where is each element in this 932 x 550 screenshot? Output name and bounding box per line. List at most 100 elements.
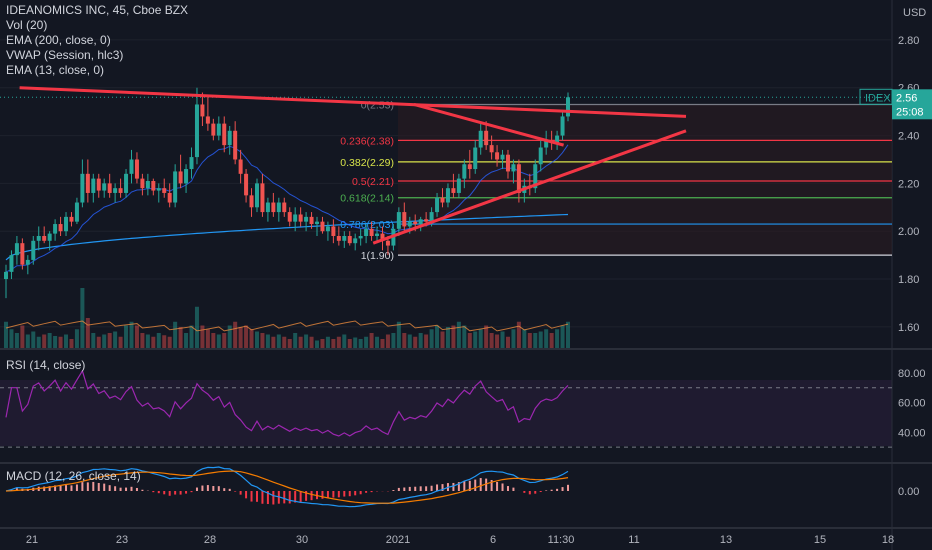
volume-bar bbox=[9, 329, 14, 348]
macd-line bbox=[5, 466, 569, 508]
candle-body bbox=[511, 164, 516, 172]
volume-bar bbox=[418, 333, 423, 348]
volume-bar bbox=[91, 333, 96, 348]
volume-bar bbox=[58, 336, 63, 348]
volume-bar bbox=[538, 331, 543, 348]
candle-body bbox=[36, 236, 41, 241]
fib-label-6: 1(1.90) bbox=[361, 250, 394, 262]
candle-body bbox=[369, 228, 374, 236]
candle-body bbox=[102, 183, 107, 191]
time-label-5: 6 bbox=[490, 534, 496, 546]
volume-bar bbox=[402, 333, 407, 348]
volume-bar bbox=[96, 336, 101, 348]
candle-body bbox=[227, 130, 232, 146]
indicator-vwap[interactable]: VWAP (Session, hlc3) bbox=[6, 48, 124, 62]
candle-body bbox=[129, 159, 134, 174]
candle-body bbox=[4, 271, 8, 280]
volume-bar bbox=[478, 329, 483, 348]
volume-bar bbox=[194, 306, 199, 348]
volume-bar bbox=[407, 334, 412, 348]
volume-bar bbox=[64, 334, 69, 348]
candle-body bbox=[418, 219, 423, 225]
candle-body bbox=[309, 216, 314, 225]
price-tag-box bbox=[892, 89, 932, 120]
candle-body bbox=[516, 164, 521, 193]
rsi-tick-2: 40.00 bbox=[898, 427, 926, 439]
indicator-volume[interactable]: Vol (20) bbox=[6, 18, 48, 32]
candle-body bbox=[189, 157, 194, 170]
volume-bar bbox=[4, 321, 8, 348]
legend-rsi: RSI (14, close) bbox=[6, 358, 85, 373]
volume-bar bbox=[533, 333, 538, 348]
candle-body bbox=[478, 130, 483, 148]
rsi-tick-0: 80.00 bbox=[898, 368, 926, 380]
candle-body bbox=[249, 195, 254, 208]
volume-bar bbox=[522, 329, 527, 348]
rsi-label[interactable]: RSI (14, close) bbox=[6, 358, 86, 372]
candle-body bbox=[96, 178, 101, 191]
candle-body bbox=[118, 188, 123, 193]
candle-body bbox=[47, 233, 52, 241]
candle-body bbox=[107, 183, 112, 193]
volume-bar bbox=[440, 331, 445, 348]
volume-bar bbox=[555, 329, 560, 348]
volume-bar bbox=[249, 329, 254, 348]
candle-body bbox=[25, 259, 30, 265]
volume-bar bbox=[347, 339, 352, 348]
symbol-tag: IDEX bbox=[865, 92, 891, 104]
volume-bar bbox=[178, 327, 183, 348]
volume-bar bbox=[271, 336, 276, 348]
candle-body bbox=[134, 159, 139, 179]
candle-body bbox=[538, 147, 543, 165]
candle-body bbox=[211, 123, 216, 136]
candle-body bbox=[298, 214, 303, 222]
volume-bar bbox=[222, 333, 227, 348]
volume-bar bbox=[85, 318, 90, 348]
candle-body bbox=[560, 116, 565, 136]
trendline-1 bbox=[413, 103, 564, 147]
macd-label[interactable]: MACD (12, 26, close, 14) bbox=[6, 469, 141, 483]
time-label-2: 28 bbox=[204, 534, 216, 546]
candle-body bbox=[353, 238, 358, 244]
volume-bar bbox=[315, 340, 320, 348]
volume-bar bbox=[282, 336, 287, 348]
candle-body bbox=[566, 97, 570, 117]
rsi-band-fill bbox=[0, 380, 892, 446]
ema13-line bbox=[5, 144, 569, 273]
volume-bar bbox=[189, 325, 194, 348]
volume-bar bbox=[549, 333, 554, 348]
candle-body bbox=[53, 224, 58, 234]
time-label-3: 30 bbox=[296, 534, 308, 546]
fib-label-2: 0.382(2.29) bbox=[340, 157, 394, 169]
volume-bar bbox=[380, 339, 385, 348]
time-label-10: 18 bbox=[882, 534, 894, 546]
candle-body bbox=[184, 169, 189, 184]
volume-bar bbox=[527, 333, 532, 348]
volume-bar bbox=[309, 336, 314, 348]
volume-bar bbox=[244, 325, 249, 348]
price-tick-0: 2.80 bbox=[898, 35, 919, 47]
candle-body bbox=[440, 197, 445, 203]
indicator-ema13[interactable]: EMA (13, close, 0) bbox=[6, 63, 105, 77]
candle-body bbox=[435, 197, 440, 213]
volume-bar bbox=[287, 339, 292, 348]
candle-body bbox=[276, 202, 281, 213]
candle-body bbox=[222, 123, 227, 146]
candle-body bbox=[145, 181, 150, 189]
candle-body bbox=[325, 226, 330, 232]
chart-title[interactable]: IDEANOMICS INC, 45, Cboe BZX bbox=[6, 3, 189, 17]
indicator-ema200[interactable]: EMA (200, close, 0) bbox=[6, 33, 111, 47]
candle-body bbox=[167, 192, 172, 203]
trendline-2 bbox=[372, 129, 687, 245]
volume-bar bbox=[118, 336, 123, 348]
volume-bar bbox=[353, 337, 358, 348]
candle-body bbox=[358, 236, 363, 239]
candle-body bbox=[396, 212, 401, 229]
candle-body bbox=[484, 130, 489, 146]
volume-bar bbox=[358, 339, 363, 348]
candle-body bbox=[456, 178, 461, 193]
volume-bar bbox=[260, 333, 265, 348]
price-tick-5: 1.80 bbox=[898, 274, 919, 286]
